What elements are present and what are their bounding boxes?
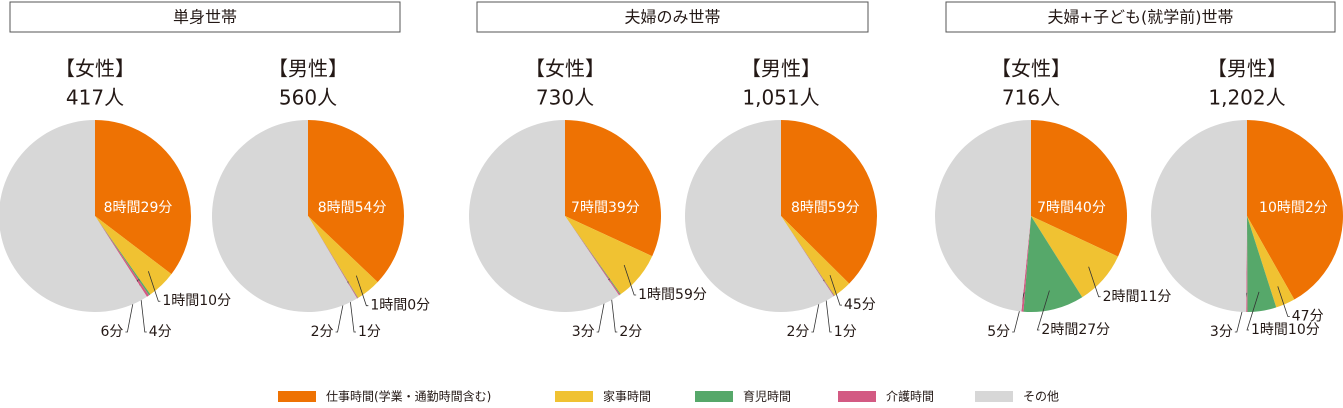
pie-subtitle: 1,202人 (1208, 86, 1285, 110)
legend-label: 介護時間 (886, 389, 934, 404)
pie-title: 【男性】 (741, 57, 821, 81)
slice-label: 2分 (619, 324, 642, 340)
pie-slice (565, 216, 621, 295)
slice-label: 10時間2分 (1259, 200, 1328, 216)
slice-label: 6分 (100, 324, 123, 340)
group-box (945, 1, 1336, 33)
slice-label: 1時間0分 (370, 298, 430, 314)
slice-label: 8時間59分 (791, 200, 860, 216)
leader-line (1277, 286, 1290, 317)
legend-label: 育児時間 (743, 389, 791, 404)
slice-label: 3分 (1210, 324, 1233, 340)
leader-line (355, 275, 369, 307)
pie-slice (1247, 120, 1343, 300)
slice-label: 2分 (786, 324, 809, 340)
slice-label: 8時間29分 (104, 200, 173, 216)
pie-title: 【女性】 (991, 57, 1071, 81)
slice-label: 47分 (1292, 308, 1324, 324)
slice-label: 2分 (311, 324, 334, 340)
pie-slice (308, 216, 358, 299)
pie-slice (95, 216, 151, 296)
pie-subtitle: 730人 (536, 86, 594, 110)
pie-slice (1031, 216, 1119, 298)
pie-slice (1247, 216, 1277, 312)
pie-slice (935, 120, 1031, 312)
pie-title: 【女性】 (525, 57, 605, 81)
leader-line (1036, 290, 1050, 331)
legend-label: 仕事時間(学業・通勤時間含む) (326, 389, 491, 404)
pie-slice (565, 216, 621, 296)
leader-line (829, 275, 842, 306)
group-box (476, 1, 869, 33)
group-box (9, 1, 401, 33)
pie-slice (0, 120, 147, 312)
legend-label: その他 (1023, 390, 1059, 404)
slice-label: 1時間10分 (1251, 322, 1320, 338)
pie-title: 【男性】 (268, 57, 348, 81)
slice-label: 1時間10分 (162, 293, 231, 309)
slice-label: 8時間54分 (318, 200, 387, 216)
slice-label: 2時間11分 (1103, 289, 1172, 305)
leader-line (1246, 291, 1260, 331)
slice-label: 4分 (149, 324, 172, 340)
legend-label: 家事時間 (603, 389, 651, 404)
slice-label: 7時間39分 (571, 200, 640, 216)
pie-slice (1031, 120, 1127, 257)
group-title: 夫婦+子ども(就学前)世帯 (1048, 8, 1234, 27)
legend-swatch (555, 391, 593, 402)
pie-title: 【男性】 (1207, 57, 1287, 81)
group-title: 夫婦のみ世帯 (624, 8, 720, 27)
pie-slice (781, 216, 835, 296)
legend-swatch (975, 391, 1013, 402)
leader-line (623, 264, 637, 296)
slice-label: 2時間27分 (1041, 322, 1110, 338)
pie-subtitle: 716人 (1002, 86, 1060, 110)
slice-label: 1分 (834, 324, 857, 340)
slice-label: 7時間40分 (1037, 200, 1106, 216)
pie-subtitle: 560人 (279, 86, 337, 110)
legend-swatch (695, 391, 733, 402)
slice-label: 1時間59分 (638, 287, 707, 303)
pie-subtitle: 1,051人 (742, 86, 819, 110)
pie-slice (95, 120, 192, 275)
pie-slice (1023, 216, 1083, 312)
slice-label: 45分 (844, 297, 876, 313)
leader-line (1088, 266, 1101, 298)
pie-slice (308, 216, 359, 299)
slice-label: 1分 (358, 324, 381, 340)
slice-label: 3分 (572, 324, 595, 340)
pie-slice (95, 216, 150, 297)
pie-slice (565, 216, 653, 295)
pie-slice (781, 216, 850, 296)
pie-slice (1246, 216, 1248, 313)
pie-slice (684, 120, 834, 312)
pie-slice (781, 216, 835, 297)
pie-slice (565, 120, 661, 257)
pie-slice (308, 216, 378, 298)
pie-slice (308, 120, 404, 283)
leader-line (147, 271, 161, 302)
pie-slice (1021, 216, 1031, 312)
pie-slice (781, 120, 877, 284)
pie-slice (95, 216, 172, 295)
pie-title: 【女性】 (55, 57, 135, 81)
pie-slice (1247, 216, 1295, 308)
pie-subtitle: 417人 (66, 86, 124, 110)
pie-slice (469, 120, 620, 312)
pie-slice (1151, 120, 1247, 312)
legend-swatch (838, 391, 876, 402)
group-title: 単身世帯 (173, 8, 237, 27)
legend-swatch (278, 391, 316, 402)
pie-slice (212, 120, 358, 312)
slice-label: 5分 (987, 324, 1010, 340)
